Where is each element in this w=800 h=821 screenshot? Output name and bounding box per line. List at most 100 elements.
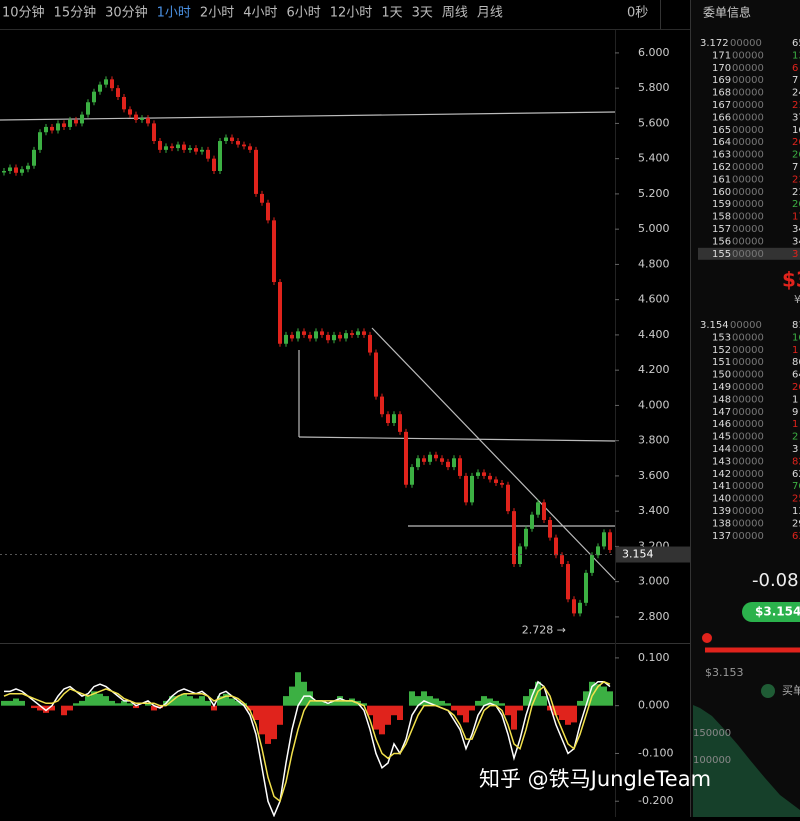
candle-body [440,458,444,462]
order-suffix: 00000 [732,100,764,111]
histogram-bar [217,696,223,706]
order-suffix: 00000 [732,112,764,123]
buy-price[interactable]: $3.154 [755,605,800,619]
order-price: 138 [712,518,731,529]
order-suffix: 00000 [732,432,764,443]
candle-body [182,144,186,150]
histogram-bar [409,691,415,706]
interval-tab[interactable]: 1小时 [157,6,191,21]
row-highlight [698,247,800,260]
order-price: 142 [712,469,731,480]
histogram-bar [91,691,97,706]
order-suffix: 00000 [732,125,764,136]
candle-body [158,141,162,150]
histogram-bar [595,684,601,706]
candle-body [446,461,450,468]
order-qty: 63 [792,531,800,542]
order-suffix: 00000 [732,494,764,505]
interval-tab[interactable]: 10分钟 [2,5,45,21]
interval-tab[interactable]: 30分钟 [105,5,148,21]
histogram-bar [271,705,277,740]
histogram-bar [559,705,565,721]
interval-tab[interactable]: 4小时 [243,6,277,21]
order-price: 167 [712,100,731,111]
histogram-bar [109,700,115,706]
histogram-bar [133,705,139,709]
order-qty: 24 [792,88,800,99]
order-qty: 21 [792,100,800,111]
histogram-bar [259,705,265,735]
histogram-bar [19,700,25,706]
candle-body [350,333,354,335]
histogram-bar [247,705,253,711]
trend-line [0,111,616,121]
interval-tab[interactable]: 月线 [477,6,503,21]
candle-body [428,454,432,462]
candle-body [398,414,402,432]
histogram-bar [427,696,433,706]
order-suffix: 00000 [732,506,764,517]
slider-knob[interactable] [702,633,712,643]
order-suffix: 00000 [732,394,764,405]
histogram-bar [103,696,109,706]
candle-body [164,146,168,150]
candle-body [2,171,6,173]
candle-body [374,352,378,397]
histogram-bar [289,686,295,706]
histogram-bar [127,703,133,706]
order-price: 161 [712,174,731,185]
histogram-bar [571,705,577,723]
candle-body [434,454,438,459]
order-qty: 2 [792,432,798,443]
y-tick-label: 5.600 [638,116,670,129]
histogram-bar [145,703,151,706]
order-price: 166 [712,112,731,123]
buy-button[interactable] [742,602,800,622]
order-suffix: 00000 [732,345,764,356]
candle-body [206,149,210,159]
order-qty: 1 [792,394,798,405]
histogram-bar [235,700,241,706]
interval-tab[interactable]: 周线 [442,6,468,21]
candle-body [452,458,456,468]
candle-body [152,123,156,142]
interval-tab[interactable]: 2小时 [200,6,234,21]
interval-tab[interactable]: 1天 [381,6,402,21]
histogram-bar [523,696,529,706]
last-price: $3 [782,268,800,292]
interval-tab[interactable]: 6小时 [286,6,320,21]
order-qty: 62 [792,469,800,480]
candle-body [68,119,72,127]
histogram-bar [553,705,559,716]
order-qty: 29 [792,518,800,529]
candle-body [326,334,330,341]
order-suffix: 00000 [732,419,764,430]
candle-body [518,546,522,565]
histogram-bar [463,705,469,723]
order-qty: 13 [792,50,800,61]
order-suffix: 00000 [732,332,764,343]
histogram-bar [535,681,541,706]
order-price: 157 [712,224,731,235]
candle-body [536,502,540,515]
slider-price: $3.153 [705,666,744,679]
y-tick-label: 4.200 [638,363,670,376]
interval-tab[interactable]: 3天 [412,6,433,21]
y-tick-label: 0.100 [638,651,670,664]
panel-title: 委单信息 [703,5,751,20]
y-tick-label: 6.000 [638,46,670,59]
interval-tab[interactable]: 15分钟 [54,5,97,21]
order-price: 168 [712,88,731,99]
candle-body [212,158,216,172]
candle-body [50,126,54,131]
histogram-bar [541,696,547,706]
order-suffix: 00000 [732,481,764,492]
order-price: 165 [712,125,731,136]
candle-body [278,282,282,344]
y-tick-label: 3.800 [638,434,670,447]
y-tick-label: 2.800 [638,610,670,623]
interval-tab[interactable]: 12小时 [330,6,373,21]
candle-body [368,334,372,353]
histogram-bar [73,703,79,706]
